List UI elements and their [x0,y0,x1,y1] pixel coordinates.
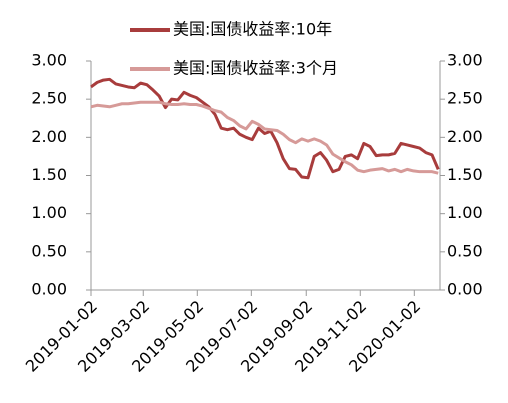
y2-tick-label: 0.50 [447,241,483,260]
series-line [90,77,440,180]
series-line [90,100,439,175]
y-tick-label: 0.50 [31,241,67,260]
legend-label: 美国:国债收益率:10年 [173,20,332,39]
y-tick-label: 1.50 [31,165,67,184]
y2-tick-label: 2.00 [447,127,483,146]
y-tick-label: 1.00 [31,203,67,222]
y2-tick-label: 1.50 [447,165,483,184]
y2-tick-label: 1.00 [447,203,483,222]
y-tick-label: 2.50 [31,89,67,108]
y-tick-label: 3.00 [31,51,67,70]
y2-tick-label: 0.00 [447,280,483,299]
legend-label: 美国:国债收益率:3个月 [173,59,338,78]
y2-tick-label: 3.00 [447,51,483,70]
y-tick-label: 0.00 [31,280,67,299]
y-tick-label: 2.00 [31,127,67,146]
y2-tick-label: 2.50 [447,89,483,108]
